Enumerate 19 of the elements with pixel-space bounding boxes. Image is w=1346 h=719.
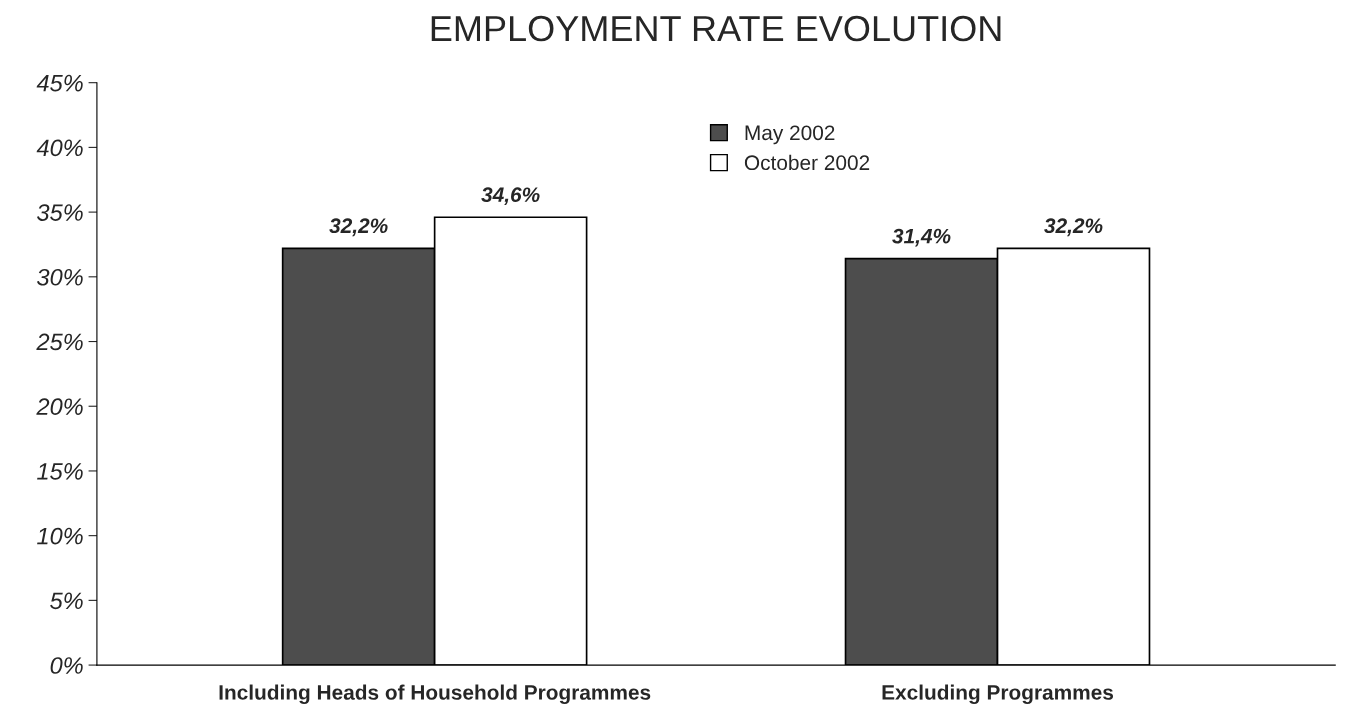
y-tick-label: 5%	[50, 592, 83, 610]
y-tick-label: 0%	[50, 657, 83, 674]
y-tick-label: 30%	[37, 268, 83, 286]
y-tick-label: 40%	[36, 139, 83, 157]
y-tick-label: 35%	[37, 204, 83, 221]
y-tick-label: 10%	[37, 527, 83, 545]
data-label: 32,2%	[329, 218, 388, 237]
data-label: 34,6%	[481, 187, 540, 206]
x-tick-label: Excluding Programmes	[882, 684, 1114, 705]
y-tick-label: 15%	[37, 463, 83, 480]
chart-title: EMPLOYMENT RATE EVOLUTION	[431, 15, 1001, 42]
y-tick-label: 25%	[36, 333, 83, 351]
y-tick-label: 20%	[36, 398, 83, 416]
legend-label: October 2002	[744, 154, 870, 171]
x-tick-label: Including Heads of Household Programmes	[219, 684, 651, 705]
legend-label: May 2002	[745, 125, 835, 145]
data-label: 32,2%	[1044, 218, 1103, 237]
data-label: 31,4%	[892, 228, 951, 247]
y-tick-label: 45%	[36, 74, 83, 92]
